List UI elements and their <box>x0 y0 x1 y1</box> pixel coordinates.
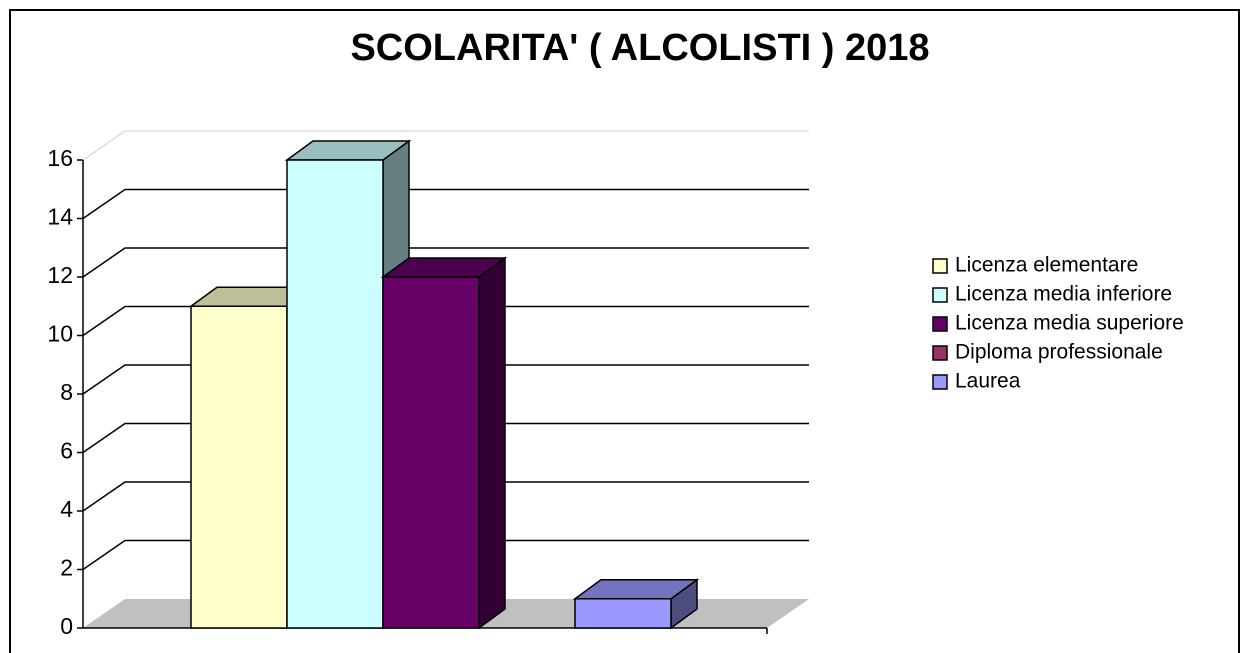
grid-line <box>82 130 809 161</box>
bar <box>190 305 288 629</box>
grid-line <box>82 188 809 220</box>
legend-label: Licenza elementare <box>955 254 1138 277</box>
legend-swatch <box>932 258 948 274</box>
y-tick-label: 8 <box>60 379 73 405</box>
legend-swatch <box>932 345 948 361</box>
bar <box>574 598 672 629</box>
bar <box>286 159 384 629</box>
legend-label: Licenza media superiore <box>955 312 1184 335</box>
legend-swatch <box>932 374 948 390</box>
bar <box>382 276 480 629</box>
y-tick-label: 14 <box>47 204 73 230</box>
legend-label: Diploma professionale <box>955 341 1163 364</box>
grid-line <box>82 422 809 454</box>
grid-line <box>82 539 809 571</box>
legend-swatch <box>932 316 948 332</box>
grid-line <box>82 364 809 395</box>
y-tick-label: 16 <box>47 145 73 171</box>
y-tick-label: 4 <box>60 496 73 522</box>
y-tick-label: 12 <box>47 262 73 288</box>
legend-label: Laurea <box>955 370 1021 393</box>
grid-line <box>82 481 809 512</box>
legend-label: Licenza media inferiore <box>955 283 1172 306</box>
legend-swatch <box>932 287 948 303</box>
chart-title: SCOLARITA' ( ALCOLISTI ) 2018 <box>350 27 929 69</box>
bar-side <box>478 256 506 630</box>
y-tick-label: 2 <box>60 555 73 581</box>
grid-line <box>82 247 809 278</box>
y-tick-label: 6 <box>60 438 73 464</box>
y-tick-label: 10 <box>47 321 73 347</box>
grid-line <box>82 305 809 337</box>
y-tick-label: 0 <box>60 613 73 639</box>
